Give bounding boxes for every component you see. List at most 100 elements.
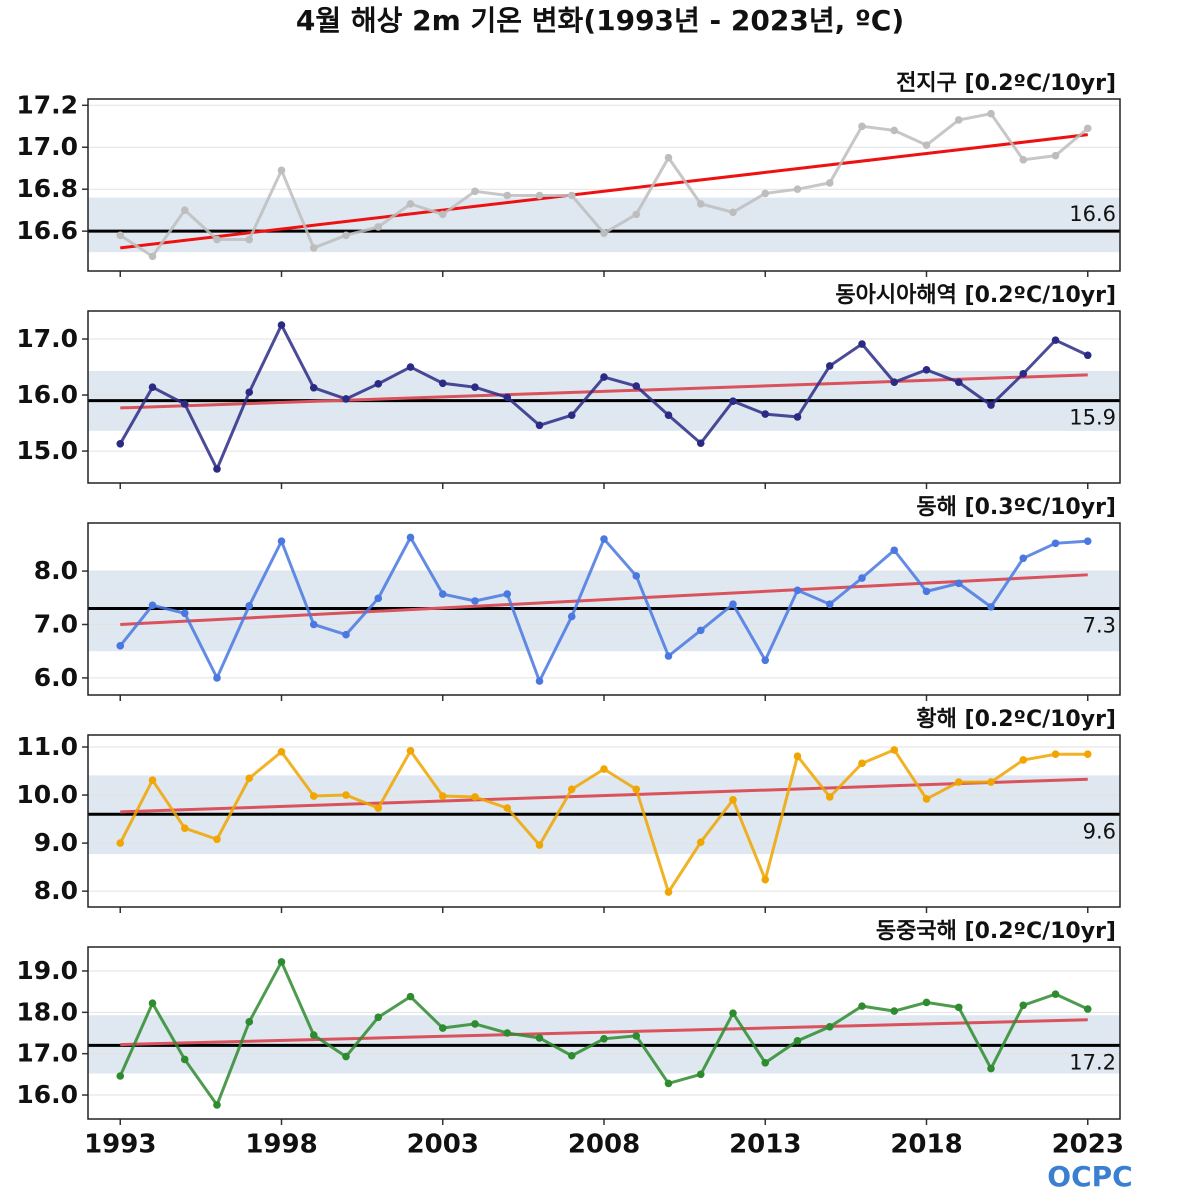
data-point [567,191,576,200]
data-point [987,401,995,409]
data-point [567,612,576,621]
data-point [825,600,834,608]
data-point [1083,1005,1092,1013]
data-point [1051,336,1060,344]
data-point [148,999,157,1008]
y-tick-label: 11.0 [16,732,78,761]
data-point [954,378,963,386]
data-point [438,792,447,800]
y-tick-label: 16.0 [16,1080,78,1109]
data-point [535,191,544,200]
data-point [148,252,157,261]
data-point [825,1022,834,1031]
data-point [374,380,383,388]
data-point [1083,537,1092,545]
panel-title: 동중국해 [0.2ºC/10yr] [876,919,1116,944]
data-point [406,363,415,371]
data-point [116,231,125,240]
data-point [277,748,286,756]
data-point [890,378,899,386]
data-point [696,439,705,448]
y-tick-label: 8.0 [34,876,78,905]
data-point [438,590,447,598]
data-point [535,841,544,849]
data-point [600,535,608,543]
y-tick-label: 17.0 [16,324,78,353]
data-point [503,393,512,402]
data-point [987,1064,995,1073]
data-point [632,382,641,390]
data-point [664,1079,673,1088]
data-point [342,231,350,240]
plot-frame [87,734,1121,908]
plot-frame [87,522,1121,696]
data-point [342,395,350,403]
panel-title: 전지구 [0.2ºC/10yr] [896,71,1116,96]
data-point [600,229,608,238]
figure-title: 4월 해상 2m 기온 변화(1993년 - 2023년, ºC) [296,4,904,37]
data-point [374,804,383,812]
data-point [922,795,931,803]
x-tick-label: 1993 [84,1130,156,1160]
data-point [890,546,899,555]
data-point [664,153,673,162]
data-point [180,400,189,408]
data-point [116,439,125,448]
data-point [342,791,350,799]
data-point [116,839,125,847]
data-point [277,537,286,545]
data-point [438,1024,447,1032]
data-point [954,579,963,588]
data-point [1019,1001,1028,1010]
data-point [374,1013,383,1022]
data-point [1051,750,1060,759]
data-point [729,397,737,406]
data-point [858,340,866,348]
data-point [374,594,383,603]
plot-frame [87,98,1121,272]
data-point [567,411,576,420]
x-tick-label: 1998 [245,1130,317,1160]
data-point [180,824,189,833]
panel-title: 황해 [0.2ºC/10yr] [916,707,1116,732]
data-point [858,759,866,768]
y-tick-label: 17.0 [16,132,78,161]
trend-line [120,573,1088,626]
data-point [567,1051,576,1060]
data-point [277,166,286,175]
data-point [1019,554,1028,563]
data-point [825,362,834,370]
data-point [213,674,221,682]
data-point [761,410,770,418]
data-point [761,875,770,884]
data-point [180,1055,189,1064]
data-point [213,1101,221,1109]
data-point [793,185,802,193]
data-point [471,187,479,196]
data-point [406,747,415,755]
data-point [309,244,318,252]
y-tick-label: 17.0 [16,1039,78,1068]
data-point [342,630,350,639]
data-point [890,1007,899,1015]
data-point [1051,539,1060,548]
data-point [600,765,608,773]
data-point [213,235,221,244]
mean-label: 15.9 [1069,406,1116,430]
data-point [987,778,995,786]
panel-title: 동아시아해역 [0.2ºC/10yr] [835,283,1116,308]
band [88,571,1120,652]
y-tick-label: 16.8 [16,174,78,203]
data-point [535,677,544,685]
data-point [954,116,963,124]
data-point [245,601,254,610]
mean-label: 7.3 [1083,613,1116,637]
data-point [406,992,415,1001]
data-point [471,383,479,391]
y-tick-label: 19.0 [16,956,78,985]
data-point [406,533,415,542]
data-point [471,597,479,605]
data-point [922,141,931,149]
mean-label: 16.6 [1069,202,1116,226]
data-point [729,600,737,608]
